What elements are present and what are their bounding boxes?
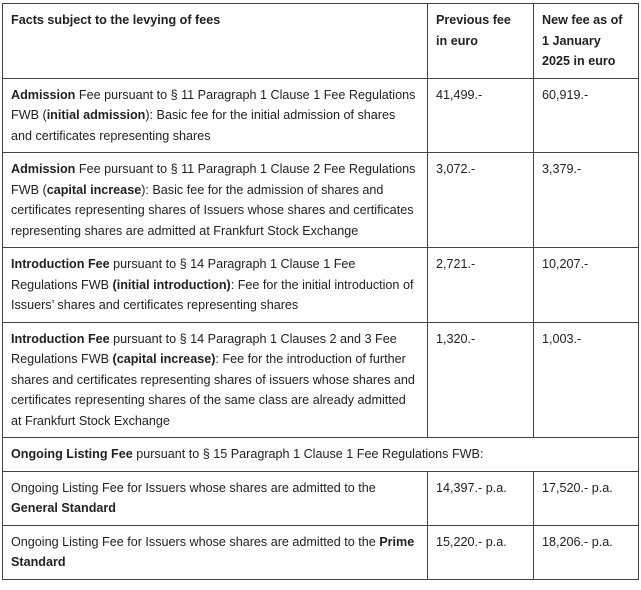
new-fee: 1,003.-: [533, 321, 639, 438]
text: Ongoing Listing Fee for Issuers whose sh…: [11, 480, 376, 495]
fee-type: capital increase: [46, 182, 142, 197]
new-fee: 60,919.-: [533, 77, 639, 153]
fee-table: Facts subject to the levying of fees Pre…: [2, 3, 639, 580]
table-row: Introduction Fee pursuant to § 14 Paragr…: [2, 247, 639, 323]
previous-fee: 3,072.-: [427, 152, 534, 248]
header-previous-fee: Previous fee in euro: [427, 3, 534, 79]
segment-name: Prime Standard: [11, 534, 415, 570]
table-row: Admission Fee pursuant to § 11 Paragraph…: [2, 77, 639, 153]
previous-fee: 15,220.- p.a.: [427, 524, 534, 580]
text: : Fee for the initial introduction of Is…: [11, 277, 414, 313]
table-row: Ongoing Listing Fee for Issuers whose sh…: [2, 524, 639, 580]
fee-name: Ongoing Listing Fee: [11, 447, 133, 461]
previous-fee: 14,397.- p.a.: [427, 470, 534, 526]
segment-name: General Standard: [11, 501, 116, 515]
text: : Fee for the introduction of further sh…: [11, 352, 415, 428]
table-header-row: Facts subject to the levying of fees Pre…: [2, 3, 639, 79]
text: pursuant to § 14 Paragraph 1 Clause 1 Fe…: [11, 257, 356, 292]
fact-description: Admission Fee pursuant to § 11 Paragraph…: [2, 152, 428, 248]
fact-description: Admission Fee pursuant to § 11 Paragraph…: [2, 77, 428, 153]
fee-name: Admission: [11, 87, 76, 102]
new-fee: 10,207.-: [533, 247, 639, 323]
fact-description: Ongoing Listing Fee for Issuers whose sh…: [2, 524, 428, 580]
table-row: Ongoing Listing Fee for Issuers whose sh…: [2, 470, 639, 526]
table-row: Admission Fee pursuant to § 11 Paragraph…: [2, 152, 639, 248]
text: ): Basic fee for the initial admission o…: [11, 108, 396, 143]
previous-fee: 41,499.-: [427, 77, 534, 153]
text: pursuant to § 15 Paragraph 1 Clause 1 Fe…: [132, 447, 484, 461]
fee-type: initial admission: [46, 108, 146, 122]
fact-description: Ongoing Listing Fee for Issuers whose sh…: [2, 470, 428, 526]
new-fee: 17,520.- p.a.: [533, 470, 639, 526]
previous-fee: 1,320.-: [427, 321, 534, 438]
fee-name: Admission: [11, 162, 76, 176]
fee-type: (capital increase): [112, 352, 216, 366]
text: Fee pursuant to § 11 Paragraph 1 Clause …: [11, 162, 416, 197]
fact-description: Introduction Fee pursuant to § 14 Paragr…: [2, 321, 428, 438]
text: pursuant to § 14 Paragraph 1 Clauses 2 a…: [11, 331, 397, 367]
fee-name: Introduction Fee: [11, 257, 110, 271]
fee-type: (initial introduction): [112, 277, 231, 292]
header-new-fee: New fee as of 1 January 2025 in euro: [533, 3, 639, 79]
header-facts: Facts subject to the levying of fees: [2, 3, 428, 79]
text: ): Basic fee for the admission of shares…: [11, 182, 414, 238]
fact-description: Introduction Fee pursuant to § 14 Paragr…: [2, 247, 428, 323]
fee-name: Introduction Fee: [11, 331, 110, 346]
text: Ongoing Listing Fee for Issuers whose sh…: [11, 534, 380, 549]
ongoing-heading-row: Ongoing Listing Fee pursuant to § 15 Par…: [2, 437, 639, 472]
ongoing-heading: Ongoing Listing Fee pursuant to § 15 Par…: [2, 437, 639, 472]
previous-fee: 2,721.-: [427, 247, 534, 323]
new-fee: 18,206.- p.a.: [533, 524, 639, 580]
text: Fee pursuant to § 11 Paragraph 1 Clause …: [11, 87, 416, 123]
table-row: Introduction Fee pursuant to § 14 Paragr…: [2, 321, 639, 438]
new-fee: 3,379.-: [533, 152, 639, 248]
